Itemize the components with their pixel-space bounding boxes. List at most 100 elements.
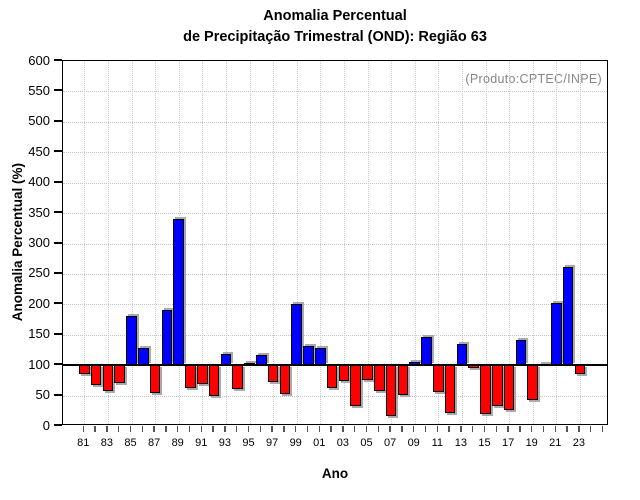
bar-1995 [244, 363, 255, 366]
y-axis-tick [54, 89, 62, 92]
vertical-gridline [84, 61, 86, 424]
x-axis-tick [507, 426, 509, 432]
x-axis-tick-label: 21 [549, 437, 562, 449]
y-axis-tick-label: 150 [28, 326, 50, 342]
y-axis-tick-label: 300 [28, 235, 50, 250]
bar-2012 [444, 365, 456, 414]
horizontal-gridline [63, 152, 607, 154]
y-axis-tick [54, 271, 62, 274]
x-axis-tick [578, 426, 580, 432]
bar-2010 [421, 336, 432, 366]
vertical-gridline [343, 61, 345, 424]
vertical-gridline [320, 61, 322, 424]
y-axis-tick-label: 600 [28, 52, 50, 68]
vertical-gridline [391, 61, 393, 424]
x-axis-tick [176, 426, 179, 432]
bar-2003 [338, 365, 350, 381]
bar-1994 [232, 365, 243, 390]
bar-1999 [291, 303, 302, 366]
y-axis-tick [54, 332, 62, 335]
x-axis-tick [153, 426, 155, 432]
x-axis-tick [306, 426, 309, 432]
x-axis-tick-label: 99 [289, 437, 302, 449]
plot-area: (Produto:CPTEC/INPE) [62, 60, 608, 425]
bar-1993 [220, 353, 232, 366]
y-axis-tick [54, 119, 62, 122]
bar-2001 [315, 347, 326, 366]
x-axis-tick [365, 426, 368, 432]
y-axis-tick-label: 250 [28, 265, 50, 281]
x-axis-tick-label: 09 [407, 437, 420, 449]
bar-2017 [503, 365, 515, 410]
y-axis-tick [54, 180, 62, 183]
bar-1992 [208, 365, 220, 396]
bar-2016 [492, 365, 503, 406]
bar-1990 [185, 365, 196, 388]
vertical-gridline [461, 61, 463, 424]
y-axis-tick-label: 100 [28, 356, 50, 372]
x-axis-tick-label: 15 [478, 437, 491, 449]
y-axis-tick-label: 0 [42, 417, 50, 433]
vertical-gridline [509, 61, 511, 424]
x-axis-tick [483, 426, 486, 432]
bar-1982 [90, 365, 102, 385]
y-axis-tick-label: 450 [28, 143, 50, 159]
y-axis-tick-label: 400 [28, 174, 50, 190]
x-axis-tick [389, 426, 391, 432]
x-axis-tick [601, 426, 604, 432]
horizontal-gridline [63, 213, 607, 215]
vertical-gridline [579, 61, 581, 424]
bar-2018 [515, 340, 527, 366]
x-axis-tick-label: 87 [147, 437, 161, 449]
x-axis-tick [542, 426, 545, 432]
x-axis-tick-label: 01 [313, 437, 326, 449]
bar-1997 [267, 365, 279, 383]
x-axis-tick [342, 426, 344, 432]
x-axis-tick [82, 426, 85, 432]
bar-1983 [102, 365, 114, 391]
x-axis-tick [318, 426, 321, 432]
bar-2000 [303, 345, 314, 366]
horizontal-gridline [63, 91, 607, 93]
x-axis-tick [519, 426, 521, 432]
vertical-gridline [296, 61, 298, 424]
y-axis-tick-label: 50 [35, 387, 50, 403]
x-axis-tick [412, 426, 415, 432]
x-axis-tick-label: 81 [77, 437, 90, 449]
y-axis-tick-label: 200 [28, 295, 50, 311]
bar-2019 [527, 365, 538, 401]
x-axis-tick [247, 426, 250, 432]
bar-1996 [256, 355, 267, 366]
bar-2009 [409, 362, 420, 366]
x-axis-tick [235, 426, 238, 432]
vertical-gridline [107, 61, 109, 424]
horizontal-gridline [63, 121, 607, 123]
bar-1988 [161, 309, 173, 366]
bar-2014 [468, 365, 479, 368]
x-axis-tick [129, 426, 132, 432]
x-axis-tick [424, 426, 427, 432]
vertical-gridline [249, 61, 251, 424]
x-axis-tick-label: 93 [218, 437, 232, 449]
x-axis-tick [436, 426, 439, 432]
vertical-gridline [438, 61, 440, 424]
x-axis-tick [471, 426, 474, 432]
x-axis-tick [106, 426, 108, 432]
x-axis-tick-label: 19 [525, 437, 538, 449]
x-axis-tick [530, 426, 533, 432]
x-axis-tick [330, 426, 332, 432]
y-axis-tick [54, 302, 62, 305]
bar-2004 [350, 365, 361, 406]
horizontal-gridline [63, 395, 607, 397]
bar-2011 [433, 365, 444, 392]
chart-title-line2: de Precipitação Trimestral (OND): Região… [183, 29, 487, 45]
y-axis-tick [54, 241, 62, 244]
x-axis-tick [94, 426, 96, 432]
x-axis-tick-label: 95 [242, 437, 255, 449]
x-axis-tick-label: 05 [360, 437, 373, 449]
y-axis-tick-label: 350 [28, 204, 50, 220]
bar-2006 [374, 365, 385, 391]
x-axis-tick-label: 91 [195, 437, 208, 449]
x-axis-tick-label: 17 [501, 437, 515, 449]
